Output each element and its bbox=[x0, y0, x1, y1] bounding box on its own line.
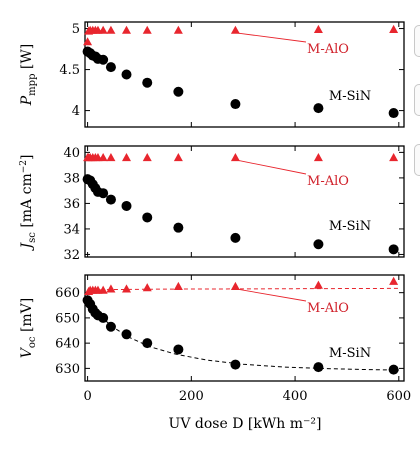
data-point-m-sin bbox=[313, 362, 324, 373]
y-tick-label: 640 bbox=[55, 337, 80, 352]
y-axis-label: Pmpp [W] bbox=[19, 44, 38, 106]
annotation-leader bbox=[238, 288, 307, 302]
data-point-m-sin bbox=[121, 69, 132, 80]
y-tick-label: 38 bbox=[63, 171, 80, 186]
data-point-m-alo bbox=[106, 284, 116, 293]
x-axis-label: UV dose D [kWh m⁻²] bbox=[169, 416, 322, 432]
data-point-m-alo bbox=[83, 37, 93, 46]
plot-frame bbox=[84, 274, 405, 382]
data-point-m-alo bbox=[389, 152, 399, 162]
data-point-m-alo bbox=[173, 152, 183, 162]
data-point-m-alo bbox=[142, 283, 152, 292]
data-point-m-sin bbox=[173, 344, 184, 355]
annotation-leader bbox=[238, 160, 307, 175]
y-tick-label: 5 bbox=[72, 22, 80, 37]
data-point-m-alo bbox=[389, 276, 399, 285]
data-point-m-sin bbox=[173, 86, 184, 97]
data-point-m-sin bbox=[105, 321, 116, 332]
data-point-m-alo bbox=[389, 24, 399, 33]
y-tick-label: 650 bbox=[55, 311, 80, 326]
data-point-m-alo bbox=[230, 152, 240, 162]
y-tick-label: 4 bbox=[72, 104, 80, 119]
data-point-m-alo bbox=[121, 284, 131, 293]
annotation-m-alo: M-AlO bbox=[307, 42, 349, 57]
data-point-m-alo bbox=[313, 152, 323, 162]
data-point-m-sin bbox=[121, 329, 132, 340]
data-point-m-sin bbox=[105, 62, 116, 73]
x-tick-label: 200 bbox=[179, 389, 204, 404]
data-point-m-sin bbox=[121, 200, 132, 211]
annotation-m-sin: M-SiN bbox=[329, 346, 371, 361]
data-point-m-alo bbox=[142, 152, 152, 162]
data-point-m-sin bbox=[98, 54, 109, 65]
data-point-m-alo bbox=[98, 285, 108, 294]
data-point-m-alo bbox=[230, 281, 240, 290]
chart-panel-2: 40 38 36 34 32 Jsc [mA cm−2] M-AlO M-SiN bbox=[19, 145, 405, 263]
data-point-m-sin bbox=[388, 108, 399, 119]
data-point-m-alo bbox=[121, 25, 131, 34]
data-point-m-sin bbox=[98, 188, 109, 199]
annotation-m-sin: M-SiN bbox=[329, 219, 371, 234]
window-edge-fragment bbox=[414, 84, 420, 116]
y-tick-label: 40 bbox=[63, 146, 80, 161]
panels: 5 4.5 4 Pmpp [W] M-AlO M-SiN 40 38 36 34 32 Jsc [mA… bbox=[19, 21, 411, 404]
annotation-leader bbox=[238, 32, 307, 43]
data-point-m-sin bbox=[142, 338, 153, 349]
x-tick-label: 0 bbox=[83, 389, 91, 404]
x-tick-label: 600 bbox=[386, 389, 411, 404]
data-point-m-sin bbox=[230, 232, 241, 243]
y-tick-label: 36 bbox=[63, 197, 80, 212]
data-point-m-alo bbox=[142, 25, 152, 34]
data-point-m-sin bbox=[105, 194, 116, 205]
y-tick-label: 34 bbox=[63, 222, 80, 237]
plot-frame bbox=[84, 145, 405, 258]
data-point-m-alo bbox=[106, 25, 116, 34]
data-point-m-alo bbox=[230, 25, 240, 34]
window-edge-fragment bbox=[414, 144, 420, 176]
data-point-m-sin bbox=[142, 212, 153, 223]
data-point-m-sin bbox=[313, 103, 324, 114]
data-point-m-sin bbox=[142, 77, 153, 88]
y-tick-label: 660 bbox=[55, 286, 80, 301]
annotation-m-sin: M-SiN bbox=[329, 89, 371, 104]
data-point-m-alo bbox=[173, 25, 183, 34]
data-point-m-sin bbox=[173, 222, 184, 233]
annotation-m-alo: M-AlO bbox=[307, 174, 349, 189]
data-point-m-alo bbox=[313, 24, 323, 33]
data-point-m-sin bbox=[313, 239, 324, 250]
x-tick-label: 400 bbox=[283, 389, 308, 404]
y-axis-label: Jsc [mA cm−2] bbox=[19, 155, 38, 252]
y-tick-label: 32 bbox=[63, 248, 80, 263]
chart-panel-1: 5 4.5 4 Pmpp [W] M-AlO M-SiN bbox=[19, 21, 405, 128]
data-point-m-sin bbox=[230, 359, 241, 370]
y-tick-label: 630 bbox=[55, 362, 80, 377]
y-tick-label: 4.5 bbox=[59, 63, 80, 78]
fit-line-m-alo bbox=[87, 287, 399, 295]
plot-frame bbox=[84, 21, 405, 128]
data-point-m-sin bbox=[230, 99, 241, 110]
data-point-m-sin bbox=[98, 312, 109, 323]
data-point-m-sin bbox=[388, 364, 399, 375]
y-axis-label: Voc [mV] bbox=[19, 298, 38, 359]
data-point-m-sin bbox=[388, 244, 399, 255]
window-edge-fragment bbox=[414, 25, 420, 57]
annotation-m-alo: M-AlO bbox=[307, 301, 349, 316]
data-point-m-alo bbox=[98, 25, 108, 34]
x-axis: UV dose D [kWh m⁻²] bbox=[169, 416, 322, 432]
data-point-m-alo bbox=[173, 281, 183, 290]
data-point-m-alo bbox=[121, 152, 131, 162]
data-point-m-alo bbox=[106, 152, 116, 162]
data-point-m-alo bbox=[313, 280, 323, 289]
data-point-m-alo bbox=[98, 152, 108, 162]
